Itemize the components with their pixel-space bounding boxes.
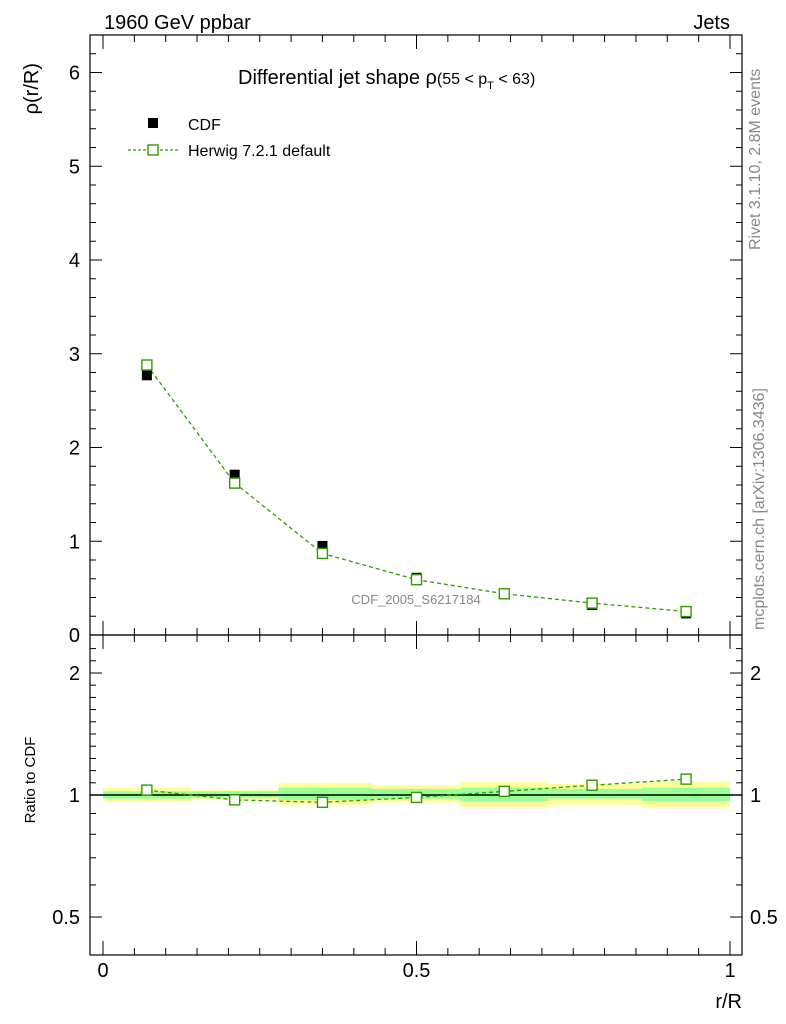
main-y-tick-label: 6 xyxy=(69,63,80,85)
ratio-y-tick-label-right: 0.5 xyxy=(750,907,778,929)
x-tick-label: 0.5 xyxy=(403,960,431,982)
title-kin-prefix: (55 < p xyxy=(437,71,487,88)
main-y-axis: 0 1 2 3 4 5 6 xyxy=(69,53,742,647)
main-y-tick-label: 1 xyxy=(69,531,80,553)
ratio-y-tick-label: 1 xyxy=(69,785,80,807)
header-left: 1960 GeV ppbar xyxy=(104,12,251,34)
ratio-y-tick-label: 2 xyxy=(69,663,80,685)
mc-point xyxy=(228,477,241,489)
mc-point xyxy=(141,359,153,371)
ratio-mc-point xyxy=(586,779,598,791)
x-tick-label: 1 xyxy=(724,960,735,982)
ratio-x-axis: 0 0.5 1 xyxy=(97,635,736,982)
ratio-band-inner xyxy=(278,787,373,800)
ratio-y-tick-label-right: 1 xyxy=(750,785,761,807)
title-kin-suffix: < 63) xyxy=(494,71,535,88)
mc-point xyxy=(586,597,598,609)
legend-mc-marker xyxy=(147,144,159,156)
x-tick-label: 0 xyxy=(97,960,108,982)
mc-point xyxy=(498,588,510,600)
cdf-point xyxy=(141,370,152,381)
ratio-panel: 0.5 0.51 12 2 0 0.5 1 Ratio to CDF r/R xyxy=(22,634,778,1013)
chart-title: Differential jet shape ρ(55 < pT < 63) xyxy=(238,67,535,92)
legend-mc-label: Herwig 7.2.1 default xyxy=(188,143,331,160)
mc-point xyxy=(316,547,329,560)
ratio-mc-point xyxy=(141,784,153,796)
main-panel: 0 1 2 3 4 5 6 ρ(r/R) Differential jet shape ρ(… xyxy=(21,34,743,647)
ratio-y-tick-label: 0.5 xyxy=(52,907,80,929)
legend-cdf-label: CDF xyxy=(188,117,221,134)
mc-point xyxy=(410,573,423,586)
title-kin-sub: T xyxy=(487,80,494,92)
ratio-mc-point xyxy=(680,773,692,785)
main-y-tick-label: 5 xyxy=(69,156,80,178)
main-y-label: ρ(r/R) xyxy=(21,63,43,114)
legend: CDF Herwig 7.2.1 default xyxy=(128,117,331,160)
main-y-tick-label: 4 xyxy=(69,250,80,272)
header-right: Jets xyxy=(693,12,730,34)
cdf-point xyxy=(229,469,240,480)
ratio-mc-point xyxy=(410,791,423,804)
ratio-y-tick-label-right: 2 xyxy=(750,663,761,685)
main-y-tick-label: 3 xyxy=(69,344,80,366)
cdf-point xyxy=(317,540,328,551)
ratio-mc-point xyxy=(498,785,510,798)
rivet-label: Rivet 3.1.10, 2.8M events xyxy=(747,69,764,250)
ratio-band-inner xyxy=(548,788,643,799)
main-data-marks xyxy=(141,359,692,619)
ratio-data-marks xyxy=(141,773,692,809)
main-y-tick-label: 0 xyxy=(69,625,80,647)
mcplots-label: mcplots.cern.ch [arXiv:1306.3436] xyxy=(751,388,768,630)
ratio-mc-point xyxy=(316,796,329,809)
ratio-mc-point xyxy=(228,794,241,806)
ratio-y-axis: 0.5 0.5 1 1 2 2 xyxy=(52,648,778,929)
ratio-y-label: Ratio to CDF xyxy=(22,737,39,824)
title-main: Differential jet shape ρ xyxy=(238,67,437,89)
main-x-ticks xyxy=(102,35,731,635)
analysis-watermark: CDF_2005_S6217184 xyxy=(351,592,480,607)
main-y-tick-label: 2 xyxy=(69,438,80,460)
x-axis-label: r/R xyxy=(715,991,742,1013)
legend-cdf-marker xyxy=(148,118,158,128)
mc-point xyxy=(680,605,692,618)
